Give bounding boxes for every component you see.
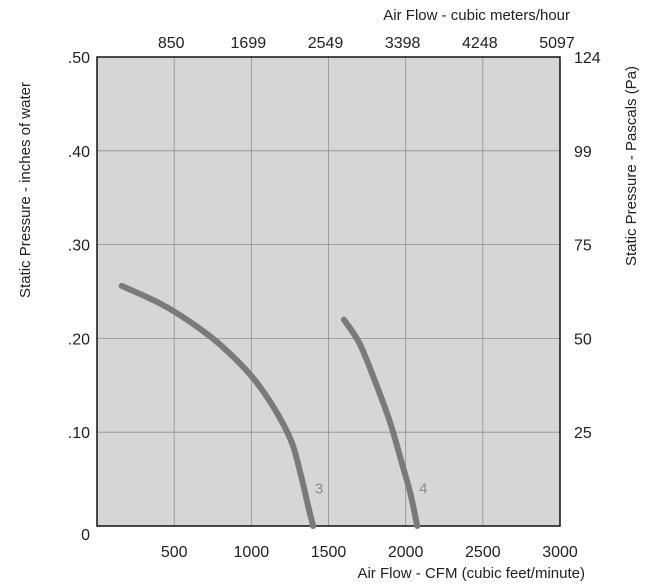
y-tick-label-3: .30 <box>68 238 90 255</box>
x-axis-label: Air Flow - CFM (cubic feet/minute) <box>357 565 585 582</box>
y2-tick-label-2: 75 <box>574 238 592 255</box>
x-tick-label-2: 1500 <box>311 544 347 561</box>
y-tick-label-0: 0 <box>81 527 90 544</box>
x-tick-label-3: 2000 <box>388 544 424 561</box>
y-tick-label-1: .10 <box>68 425 90 442</box>
series-3-line <box>118 282 317 529</box>
x2-axis-label: Air Flow - cubic meters/hour <box>383 7 570 24</box>
x2-tick-label-3: 3398 <box>385 35 421 52</box>
series-4-label: 4 <box>419 480 427 497</box>
y2-tick-label-0: 25 <box>574 425 592 442</box>
y2-tick-label-3: 99 <box>574 144 592 161</box>
x-tick-label-1: 1000 <box>234 544 270 561</box>
x-tick-label-5: 3000 <box>542 544 578 561</box>
y-tick-label-4: .40 <box>68 144 90 161</box>
y2-tick-label-4: 124 <box>574 50 601 67</box>
x-tick-label-4: 2500 <box>465 544 501 561</box>
y2-axis-label: Static Pressure - Pascals (Pa) <box>623 66 640 266</box>
x2-tick-label-1: 1699 <box>231 35 267 52</box>
x2-tick-label-0: 850 <box>158 35 185 52</box>
plot-border <box>96 56 561 527</box>
series-4-line <box>340 316 421 529</box>
x2-tick-label-4: 4248 <box>462 35 498 52</box>
y2-tick-label-1: 50 <box>574 331 592 348</box>
series-3-label: 3 <box>315 480 323 497</box>
y-tick-label-2: .20 <box>68 331 90 348</box>
x2-tick-label-5: 5097 <box>539 35 575 52</box>
x-tick-label-0: 500 <box>161 544 188 561</box>
x2-tick-label-2: 2549 <box>308 35 344 52</box>
y-tick-label-5: .50 <box>68 50 90 67</box>
grid-lines <box>96 56 561 527</box>
y-axis-label: Static Pressure - inches of water <box>17 82 34 298</box>
